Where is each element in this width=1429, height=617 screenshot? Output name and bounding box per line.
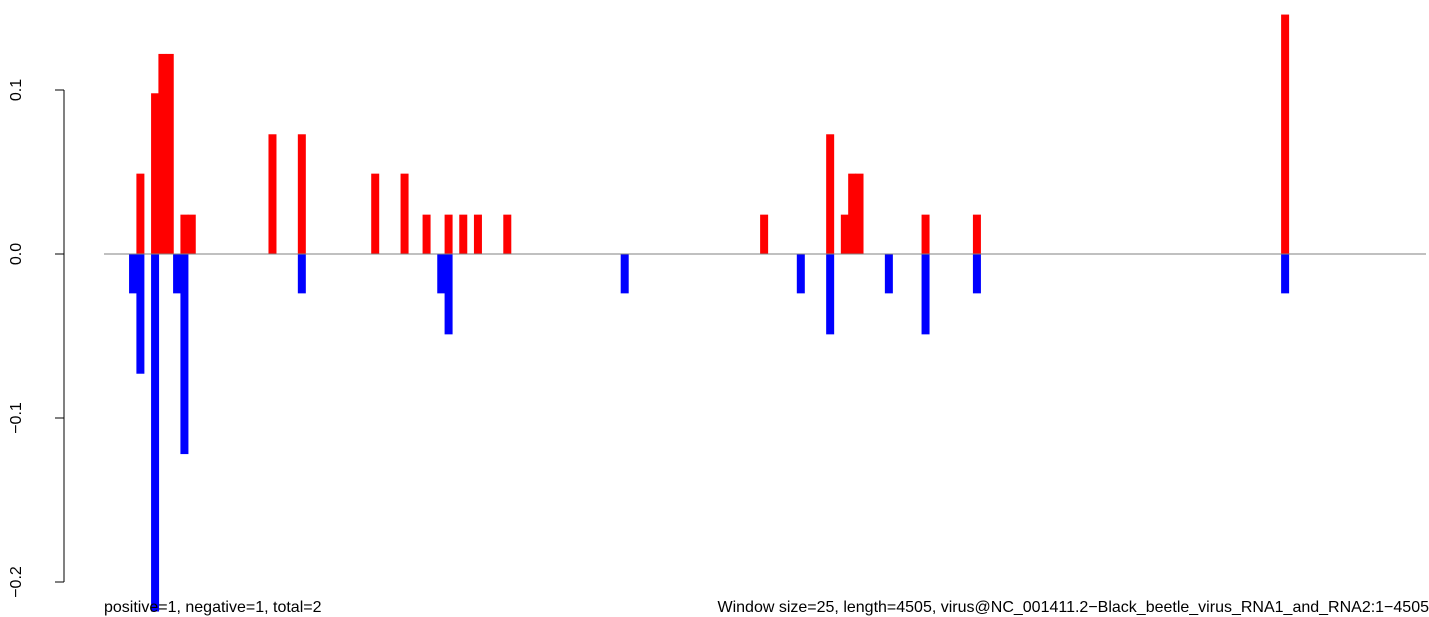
footer-left-text: positive=1, negative=1, total=2	[104, 599, 322, 616]
positive-bar	[268, 134, 277, 254]
positive-bar	[158, 53, 167, 254]
y-tick-label: −0.2	[8, 566, 25, 598]
y-tick-label: −0.1	[8, 402, 25, 434]
negative-bar	[444, 254, 453, 335]
positive-bar	[459, 214, 468, 254]
positive-bar	[371, 173, 380, 254]
negative-bar	[1281, 254, 1290, 294]
positive-bar	[826, 134, 835, 254]
negative-bar	[437, 254, 446, 294]
positive-bar	[151, 93, 160, 254]
bars	[129, 14, 1290, 612]
negative-bar	[884, 254, 893, 294]
y-tick-label: 0.0	[8, 243, 25, 265]
negative-bar	[173, 254, 182, 294]
positive-bar	[473, 214, 482, 254]
positive-bar	[840, 214, 849, 254]
negative-bar	[129, 254, 138, 294]
negative-bar	[921, 254, 930, 335]
negative-bar	[151, 254, 160, 612]
negative-bar	[826, 254, 835, 335]
negative-bar	[297, 254, 306, 294]
positive-bar	[136, 173, 145, 254]
positive-bar	[503, 214, 512, 254]
positive-bar	[855, 173, 864, 254]
positive-bar	[297, 134, 306, 254]
footer-right-text: Window size=25, length=4505, virus@NC_00…	[717, 599, 1429, 616]
y-tick-label: 0.1	[8, 79, 25, 101]
positive-bar	[760, 214, 769, 254]
positive-bar	[180, 214, 189, 254]
positive-bar	[422, 214, 431, 254]
positive-bar	[848, 173, 857, 254]
negative-bar	[620, 254, 629, 294]
negative-bar	[972, 254, 981, 294]
positive-bar	[165, 53, 174, 254]
negative-bar	[796, 254, 805, 294]
positive-bar	[187, 214, 196, 254]
y-axis: 0.1 0.0 −0.1 −0.2	[8, 79, 65, 598]
positive-bar	[921, 214, 930, 254]
positive-bar	[400, 173, 409, 254]
negative-bar	[180, 254, 189, 455]
positive-bar	[972, 214, 981, 254]
positive-bar	[444, 214, 453, 254]
positive-bar	[1281, 14, 1290, 255]
negative-bar	[136, 254, 145, 374]
